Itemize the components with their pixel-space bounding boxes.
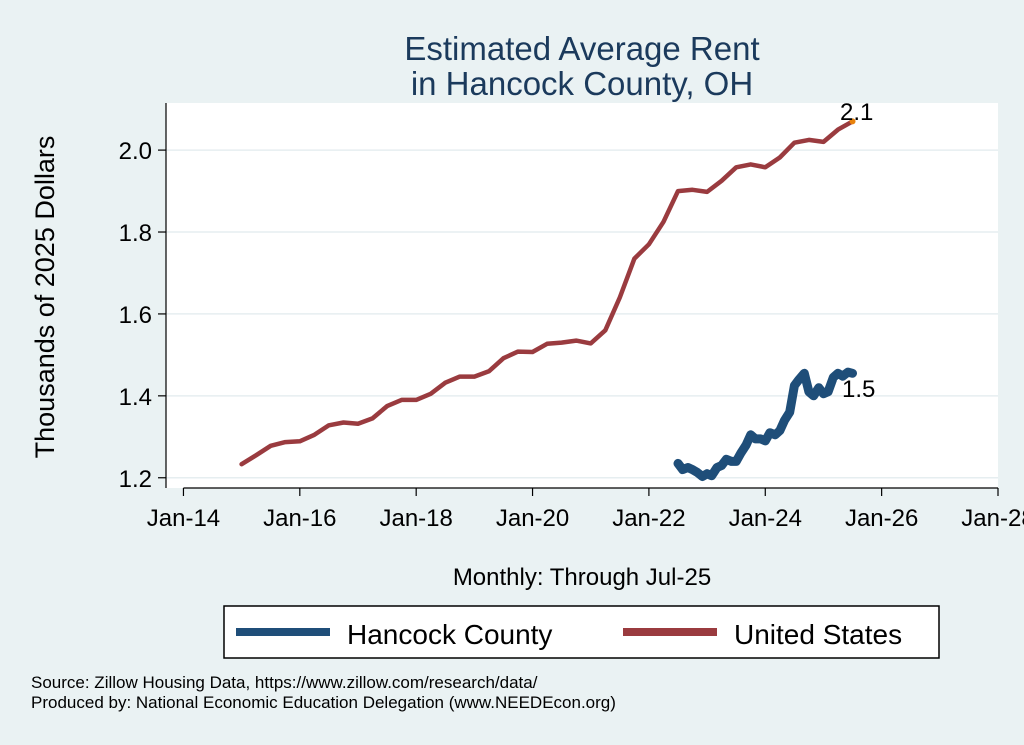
y-tick-label: 2.0 [119,138,152,165]
us-end-label: 2.1 [840,99,873,126]
legend-label-hancock: Hancock County [347,619,552,650]
x-axis-title: Monthly: Through Jul-25 [453,564,711,591]
x-tick-label: Jan-22 [612,505,685,532]
hancock-end-label: 1.5 [842,376,875,403]
chart-title-line-2: in Hancock County, OH [411,65,753,102]
x-tick-label: Jan-18 [379,505,452,532]
x-tick-label: Jan-26 [845,505,918,532]
producer-note: Produced by: National Economic Education… [31,693,616,712]
y-axis: 1.2 1.4 1.6 1.8 2.0 [119,103,167,493]
y-tick-label: 1.4 [119,384,152,411]
series-end-marker [849,118,856,125]
x-tick-label: Jan-28 [961,505,1024,532]
legend-box [223,605,940,659]
plot-area [166,103,998,488]
legend-label-us: United States [734,619,902,650]
x-tick-label: Jan-16 [263,505,336,532]
x-axis: Jan-14 Jan-16 Jan-18 Jan-20 Jan-22 Jan-24 Jan-… [147,487,1024,532]
series-layer [239,118,857,481]
series-line-hancock-county [673,367,857,481]
y-tick-label: 1.2 [119,466,152,493]
x-tick-label: Jan-24 [729,505,802,532]
chart-title-line-1: Estimated Average Rent [404,30,759,67]
x-tick-label: Jan-20 [496,505,569,532]
y-tick-label: 1.6 [119,302,152,329]
series-line-united-states [239,119,855,467]
grid [166,149,998,479]
x-tick-label: Jan-14 [147,505,220,532]
legend: Hancock County United States [223,605,940,659]
y-axis-title: Thousands of 2025 Dollars [30,136,60,459]
source-note: Source: Zillow Housing Data, https://www… [31,673,538,692]
y-tick-label: 1.8 [119,220,152,247]
